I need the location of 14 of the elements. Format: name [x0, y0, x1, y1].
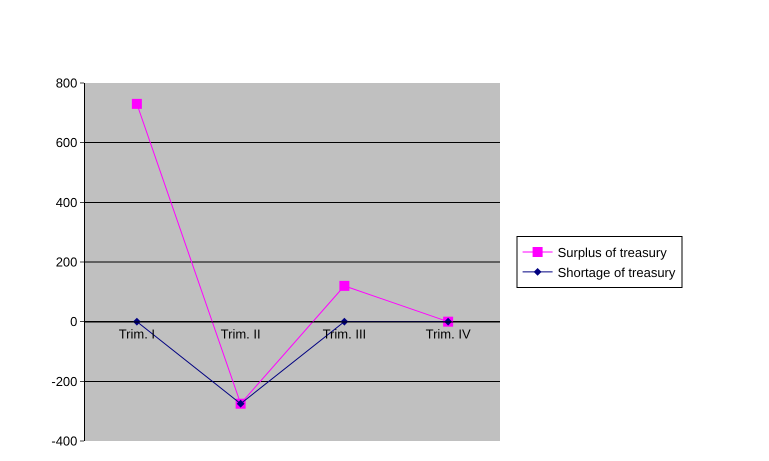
legend-label: Surplus of treasury [558, 245, 668, 260]
y-tick-label: 600 [56, 135, 78, 150]
point [132, 98, 142, 109]
y-tick-label: 200 [56, 254, 78, 270]
point [339, 280, 350, 291]
x-tick-label: Trim. II [220, 326, 261, 342]
x-tick-label: Trim. I [118, 326, 156, 342]
y-tick-label: 400 [56, 194, 78, 210]
y-tick-label: -400 [51, 434, 78, 449]
x-tick-label: Trim. IV [426, 326, 471, 342]
y-tick-label: 0 [70, 314, 78, 330]
legend-label: Shortage of treasury [558, 264, 676, 280]
y-tick-label: -200 [51, 374, 78, 389]
y-tick-label: 800 [56, 76, 78, 91]
